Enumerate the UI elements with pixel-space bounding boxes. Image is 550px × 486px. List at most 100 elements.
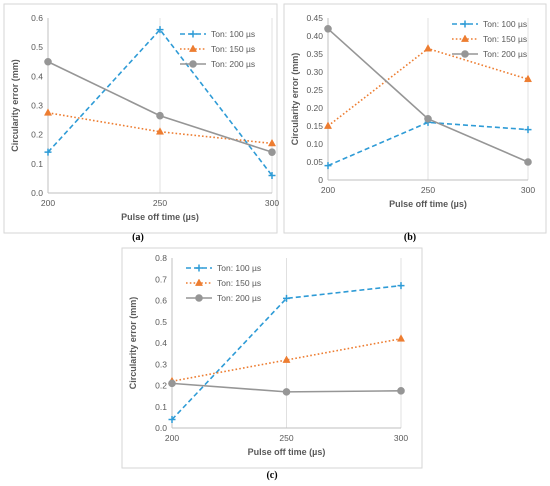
- y-tick-label: 0.10: [306, 139, 323, 149]
- x-tick-label: 250: [421, 185, 435, 195]
- data-point: [267, 138, 277, 147]
- chart-panel-3: 0.0 0.1 0.2 0.3 0.4 0.5 0.6 0.7 0.8 200 250 300 Puls…: [121, 247, 423, 481]
- x-tick-label: 300: [521, 185, 535, 195]
- y-tick-label: 0.45: [306, 13, 323, 23]
- data-point: [44, 57, 52, 66]
- series-3: [324, 25, 532, 166]
- legend: Ton: 100 µs Ton: 150 µs Ton: 200 µs: [186, 263, 261, 303]
- y-tick-label: 0.3: [31, 101, 43, 111]
- legend-marker: [189, 60, 197, 68]
- x-axis-title: Pulse off time (µs): [389, 199, 467, 209]
- data-point: [423, 44, 433, 52]
- data-point: [268, 148, 276, 156]
- y-tick-label: 0.5: [31, 42, 43, 52]
- data-point: [323, 121, 333, 129]
- data-point: [524, 126, 532, 134]
- y-tick-label: 0.1: [155, 402, 167, 412]
- y-tick-label: 0.15: [306, 121, 323, 131]
- y-axis-title: Circularity error (mm): [290, 53, 300, 146]
- legend-label: Ton: 200 µs: [211, 59, 255, 69]
- data-point: [324, 25, 332, 33]
- legend-marker: [195, 294, 203, 302]
- legend-label: Ton: 150 µs: [217, 278, 261, 288]
- data-point: [268, 172, 276, 179]
- legend: Ton: 100 µs Ton: 150 µs Ton: 200 µs: [180, 29, 255, 69]
- chart-panel-2: 0 0.05 0.10 0.15 0.20 0.25 0.30 0.35 0.40 0.45 200…: [283, 3, 547, 243]
- legend-label: Ton: 200 µs: [217, 293, 261, 303]
- x-axis-title: Pulse off time (µs): [248, 447, 326, 457]
- series-1: [44, 26, 276, 179]
- data-point: [155, 127, 165, 135]
- legend-marker: [460, 34, 470, 42]
- y-tick-label: 0.0: [155, 423, 167, 433]
- panel-caption: (b): [404, 232, 416, 243]
- x-axis-title: Pulse off time (µs): [121, 212, 199, 222]
- data-point: [282, 355, 291, 363]
- y-tick-label: 0.2: [155, 381, 167, 391]
- y-tick-label: 0.2: [31, 130, 43, 140]
- series-1: [168, 282, 405, 423]
- series-line: [171, 284, 402, 421]
- data-point: [43, 108, 53, 116]
- data-point: [397, 387, 405, 395]
- y-tick-label: 0.40: [306, 31, 323, 41]
- data-point: [396, 334, 406, 342]
- y-tick-label: 0.5: [155, 317, 167, 327]
- y-tick-label: 0.6: [155, 296, 167, 306]
- data-point: [156, 111, 164, 120]
- panel-caption: (a): [132, 232, 144, 243]
- legend-label: Ton: 100 µs: [483, 19, 527, 29]
- data-point: [424, 115, 432, 123]
- x-tick-label: 250: [279, 433, 293, 443]
- y-axis-title: Circularity error (mm): [10, 59, 20, 152]
- y-tick-label: 0.05: [306, 157, 323, 167]
- legend-marker: [189, 30, 197, 38]
- series-3: [44, 57, 276, 156]
- data-point: [282, 388, 291, 396]
- chart-panel-1: 0.0 0.1 0.2 0.3 0.4 0.5 0.6 200 250 300 Pulse off …: [3, 3, 279, 243]
- data-point: [168, 416, 176, 423]
- data-point: [156, 26, 164, 34]
- y-tick-label: 0.3: [155, 359, 167, 369]
- y-tick-label: 0.7: [155, 274, 167, 284]
- series-2: [323, 44, 533, 129]
- y-tick-label: 0.6: [31, 13, 43, 23]
- legend: Ton: 100 µs Ton: 150 µs Ton: 200 µs: [452, 19, 527, 59]
- x-tick-label: 200: [165, 433, 179, 443]
- y-tick-label: 0.25: [306, 85, 323, 95]
- legend-label: Ton: 150 µs: [211, 44, 255, 54]
- y-tick-label: 0.0: [31, 188, 43, 198]
- series-line: [171, 337, 402, 383]
- x-tick-label: 200: [321, 185, 335, 195]
- legend-label: Ton: 150 µs: [483, 34, 527, 44]
- panel-frame: [3, 3, 278, 234]
- series-2: [43, 108, 277, 147]
- panel-caption: (c): [266, 470, 277, 481]
- legend-marker: [188, 44, 198, 52]
- data-point: [44, 148, 52, 156]
- data-point: [324, 162, 332, 170]
- legend-label: Ton: 100 µs: [217, 263, 261, 273]
- data-point: [524, 158, 532, 166]
- data-point: [168, 379, 176, 388]
- data-point: [523, 74, 533, 83]
- legend-marker: [461, 50, 469, 58]
- legend-label: Ton: 200 µs: [483, 49, 527, 59]
- y-tick-label: 0.8: [155, 253, 167, 263]
- legend-marker: [194, 278, 204, 286]
- y-tick-label: 0.4: [31, 71, 43, 81]
- data-point: [397, 282, 405, 290]
- y-tick-label: 0.4: [155, 338, 167, 348]
- x-tick-label: 200: [41, 198, 55, 208]
- y-tick-label: 0.30: [306, 67, 323, 77]
- data-point: [283, 294, 290, 302]
- legend-marker: [461, 20, 469, 28]
- x-tick-label: 300: [394, 433, 408, 443]
- series-3: [168, 379, 405, 396]
- series-line: [47, 28, 273, 176]
- x-tick-label: 250: [153, 198, 167, 208]
- y-tick-label: 0.35: [306, 49, 323, 59]
- legend-label: Ton: 100 µs: [211, 29, 255, 39]
- y-tick-label: 0.20: [306, 103, 323, 113]
